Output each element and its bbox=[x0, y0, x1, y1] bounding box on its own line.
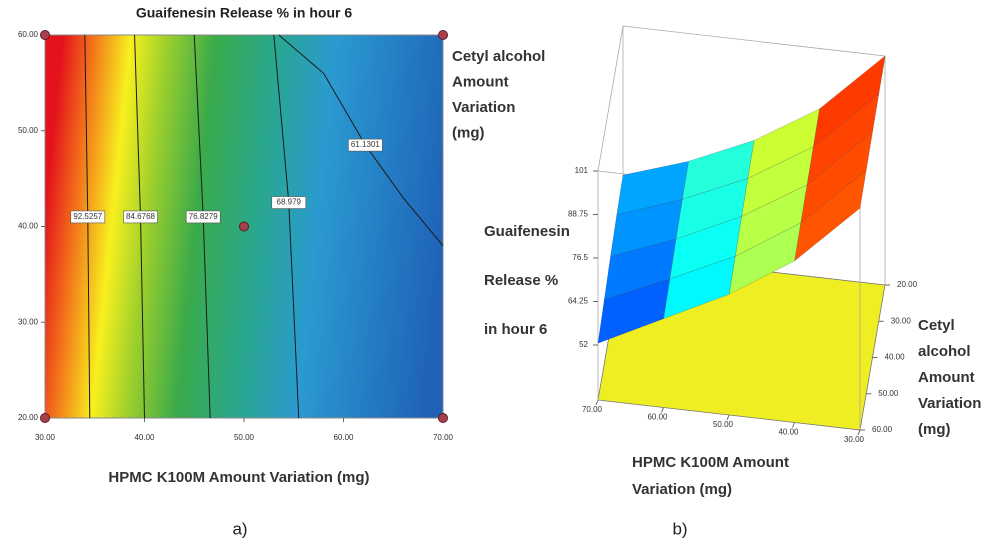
panel-label: b) bbox=[672, 519, 687, 538]
y-tick-label: 20.00 bbox=[18, 413, 39, 422]
x-tick bbox=[857, 429, 861, 436]
design-point bbox=[438, 413, 448, 423]
design-point bbox=[40, 413, 50, 423]
y-axis-label: Amount bbox=[918, 369, 975, 386]
y-tick-label: 30.00 bbox=[891, 316, 912, 325]
chart-title: Guaifenesin Release % in hour 6 bbox=[136, 5, 353, 21]
x-tick bbox=[595, 399, 599, 406]
x-tick-label: 40.00 bbox=[134, 433, 155, 442]
contour-label: 92.5257 bbox=[73, 212, 102, 221]
y-axis-label: alcohol bbox=[918, 343, 971, 360]
y-tick-label: 40.00 bbox=[18, 222, 39, 231]
contour-label: 84.6768 bbox=[126, 212, 155, 221]
y-axis-label: Amount bbox=[452, 73, 509, 90]
x-tick-label: 30.00 bbox=[844, 435, 865, 444]
z-axis-label: Release % bbox=[484, 272, 558, 289]
z-axis-label: in hour 6 bbox=[484, 321, 547, 338]
y-tick-label: 50.00 bbox=[878, 389, 899, 398]
contour-label: 68.979 bbox=[277, 198, 302, 207]
x-tick-label: 60.00 bbox=[647, 413, 668, 422]
z-tick-label: 76.5 bbox=[572, 253, 588, 262]
x-tick-label: 30.00 bbox=[35, 433, 56, 442]
contour-label-box bbox=[185, 210, 221, 224]
z-tick-label: 64.25 bbox=[568, 297, 589, 306]
y-axis-label: (mg) bbox=[918, 421, 951, 438]
x-tick-label: 70.00 bbox=[433, 433, 454, 442]
x-tick bbox=[661, 407, 664, 413]
z-tick-label: 88.75 bbox=[568, 210, 589, 219]
y-tick-label: 50.00 bbox=[18, 126, 39, 135]
contour-label-box bbox=[348, 138, 383, 152]
z-axis-label: Guaifenesin bbox=[484, 223, 570, 240]
panel-label: a) bbox=[232, 519, 247, 538]
y-tick-label: 60.00 bbox=[872, 425, 893, 434]
y-axis-label: (mg) bbox=[452, 124, 485, 141]
x-tick-label: 60.00 bbox=[333, 433, 354, 442]
y-tick-label: 40.00 bbox=[885, 353, 906, 362]
design-point bbox=[40, 30, 50, 40]
y-tick-label: 20.00 bbox=[897, 280, 918, 289]
z-tick-label: 52 bbox=[579, 340, 588, 349]
x-axis-label: HPMC K100M Amount Variation (mg) bbox=[108, 469, 369, 486]
x-tick-label: 50.00 bbox=[234, 433, 255, 442]
contour-label: 76.8279 bbox=[189, 212, 218, 221]
contour-label: 61.1301 bbox=[351, 140, 380, 149]
y-axis-label: Variation bbox=[918, 395, 981, 412]
x-tick bbox=[726, 414, 730, 421]
y-axis-label: Cetyl alcohol bbox=[452, 48, 545, 65]
surface-patch bbox=[597, 278, 671, 344]
x-tick-label: 50.00 bbox=[713, 420, 734, 429]
contour-label-box bbox=[271, 196, 307, 209]
y-axis-label: Variation bbox=[452, 99, 515, 116]
contour-label-box bbox=[70, 210, 106, 224]
design-point bbox=[438, 30, 448, 40]
x-tick bbox=[792, 422, 795, 428]
z-tick-label: 101 bbox=[575, 166, 589, 175]
x-tick-label: 40.00 bbox=[778, 428, 799, 437]
x-axis-label: Variation (mg) bbox=[632, 481, 732, 498]
x-axis-label: HPMC K100M Amount bbox=[632, 454, 789, 471]
y-axis-label: Cetyl bbox=[918, 317, 955, 334]
design-point bbox=[239, 221, 249, 232]
contour-label-box bbox=[123, 210, 158, 224]
y-tick-label: 60.00 bbox=[18, 30, 39, 39]
x-tick-label: 70.00 bbox=[582, 405, 603, 414]
y-tick-label: 30.00 bbox=[18, 317, 39, 326]
